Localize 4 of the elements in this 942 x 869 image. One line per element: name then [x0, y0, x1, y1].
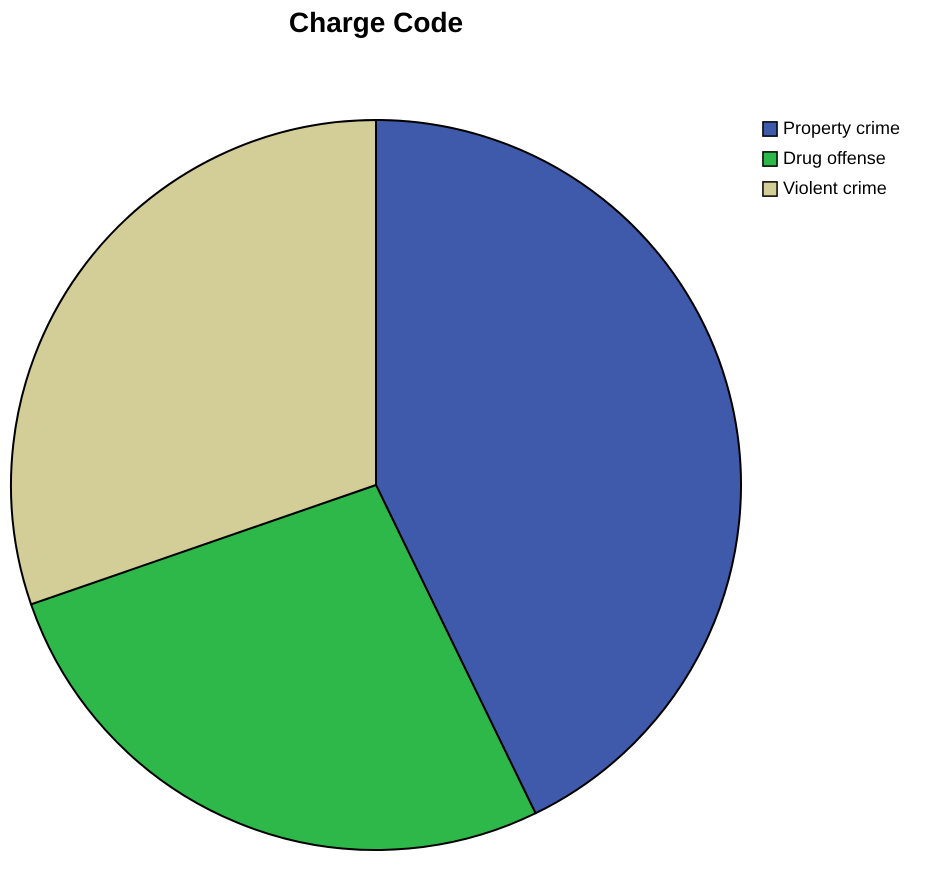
chart-title: Charge Code: [288, 7, 464, 38]
legend-label: Violent crime: [783, 178, 887, 198]
legend-label: Property crime: [783, 118, 900, 138]
legend-label: Drug offense: [783, 148, 886, 168]
